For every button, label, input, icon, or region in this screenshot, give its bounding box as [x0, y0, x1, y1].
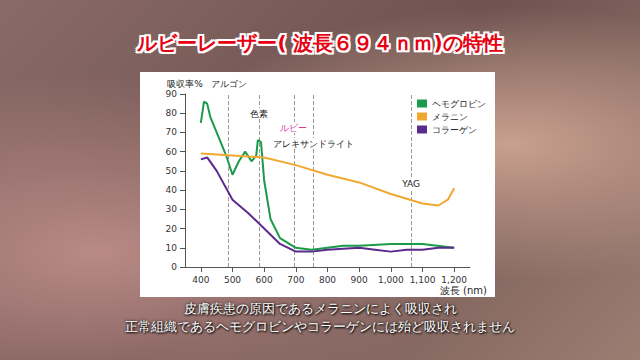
svg-text:メラニン: メラニン	[432, 112, 468, 122]
html-text:正常組織であるヘモグロビンやコラーゲンには殆ど吸収されません: 正常組織であるヘモグロビンやコラーゲンには殆ど吸収されません	[125, 319, 515, 334]
svg-text:20: 20	[166, 224, 178, 234]
svg-text:コラーゲン: コラーゲン	[432, 125, 477, 135]
svg-text:60: 60	[166, 147, 178, 157]
svg-text:70: 70	[166, 127, 178, 137]
svg-text:500: 500	[224, 275, 241, 285]
svg-text:80: 80	[166, 108, 178, 118]
svg-text:ルビー: ルビー	[280, 123, 307, 133]
svg-text:40: 40	[166, 185, 178, 195]
svg-text:YAG: YAG	[401, 179, 420, 189]
svg-text:700: 700	[287, 275, 304, 285]
svg-text:90: 90	[166, 89, 178, 99]
svg-text:波長 (nm): 波長 (nm)	[440, 285, 487, 296]
svg-text:400: 400	[192, 275, 209, 285]
svg-text:アルゴン: アルゴン	[211, 79, 247, 89]
svg-text:600: 600	[256, 275, 273, 285]
svg-text:30: 30	[166, 204, 178, 214]
html-text:皮膚疾患の原因であるメラニンによく吸収され: 皮膚疾患の原因であるメラニンによく吸収され	[183, 301, 457, 316]
svg-text:1,000: 1,000	[378, 275, 404, 285]
svg-text:800: 800	[319, 275, 336, 285]
svg-text:色素: 色素	[250, 109, 268, 119]
svg-text:吸収率%: 吸収率%	[167, 79, 203, 89]
svg-text:ヘモグロビン: ヘモグロビン	[432, 99, 486, 109]
svg-text:アレキサンドライト: アレキサンドライト	[273, 139, 354, 149]
svg-text:900: 900	[351, 275, 368, 285]
svg-text:50: 50	[166, 166, 178, 176]
html-text:ルビーレーザー( 波長６９４ｎｍ)の特性: ルビーレーザー( 波長６９４ｎｍ)の特性	[137, 31, 503, 55]
svg-text:1,100: 1,100	[410, 275, 436, 285]
svg-text:1,200: 1,200	[441, 275, 467, 285]
svg-text:0: 0	[171, 262, 177, 272]
svg-text:10: 10	[166, 243, 178, 253]
